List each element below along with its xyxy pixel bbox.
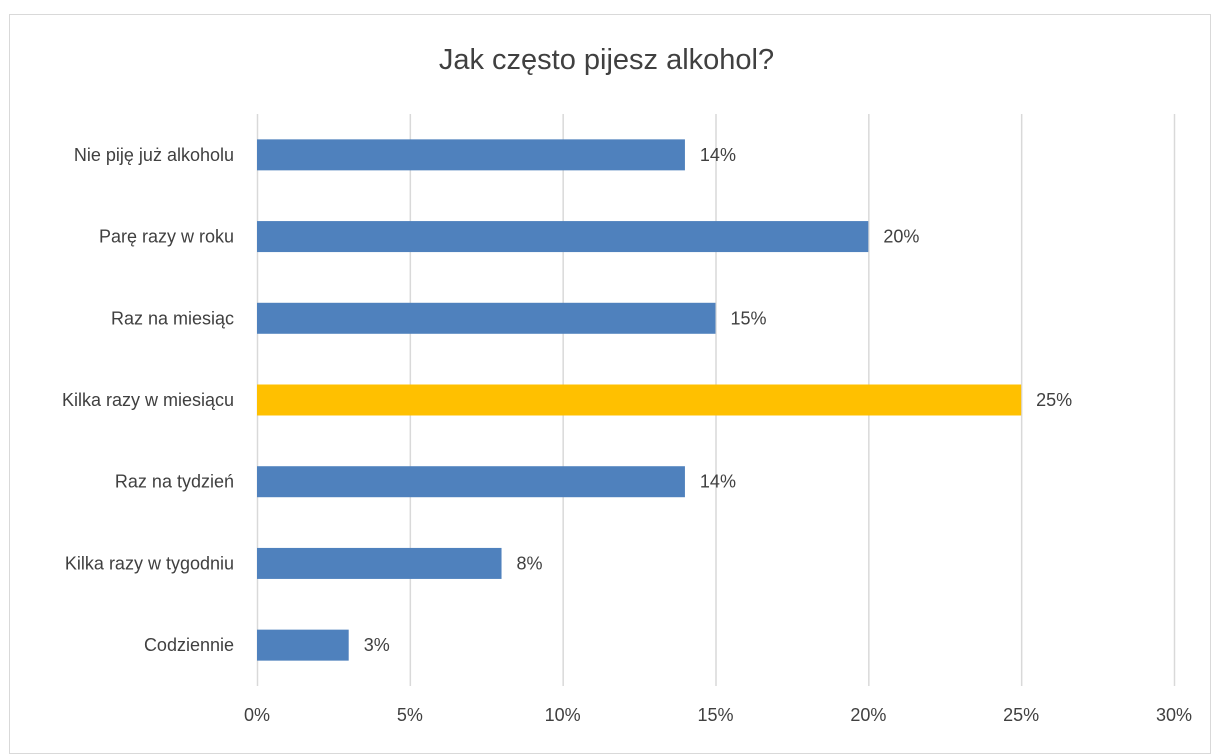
category-label: Kilka razy w tygodniu (65, 553, 234, 573)
category-label: Kilka razy w miesiącu (62, 390, 234, 410)
data-label: 25% (1036, 390, 1072, 410)
x-tick-label: 25% (1003, 705, 1039, 725)
x-tick-label: 0% (244, 705, 270, 725)
bar (257, 466, 685, 498)
data-label: 3% (364, 635, 390, 655)
bar (257, 302, 716, 334)
x-tick-label: 15% (697, 705, 733, 725)
data-label: 15% (731, 308, 767, 328)
x-tick-label: 20% (850, 705, 886, 725)
data-labels: 14% 20% 15% 25% 14% 8% 3% (364, 145, 1072, 655)
x-tick-label: 10% (545, 705, 581, 725)
data-label: 20% (883, 227, 919, 247)
data-label: 14% (700, 472, 736, 492)
bars (257, 139, 1022, 661)
chart-title: Jak często pijesz alkohol? (438, 44, 775, 76)
chart-frame (9, 14, 1211, 754)
category-label: Nie piję już alkoholu (74, 145, 234, 165)
x-tick-labels: 0% 5% 10% 15% 20% 25% 30% (244, 705, 1192, 725)
x-tick-label: 5% (397, 705, 423, 725)
bar-chart: Nie piję już alkoholu Parę razy w roku Raz… (62, 114, 1192, 725)
bar (257, 547, 502, 579)
data-label: 8% (517, 553, 543, 573)
data-label: 14% (700, 145, 736, 165)
category-labels: Nie piję już alkoholu Parę razy w roku Raz… (62, 145, 234, 655)
x-tick-label: 30% (1156, 705, 1192, 725)
bar (257, 139, 685, 171)
bar (257, 384, 1022, 416)
category-label: Codziennie (144, 635, 234, 655)
bar (257, 221, 869, 253)
category-label: Raz na miesiąc (111, 308, 234, 328)
bar (257, 629, 349, 661)
category-label: Parę razy w roku (99, 227, 234, 247)
category-label: Raz na tydzień (115, 472, 234, 492)
